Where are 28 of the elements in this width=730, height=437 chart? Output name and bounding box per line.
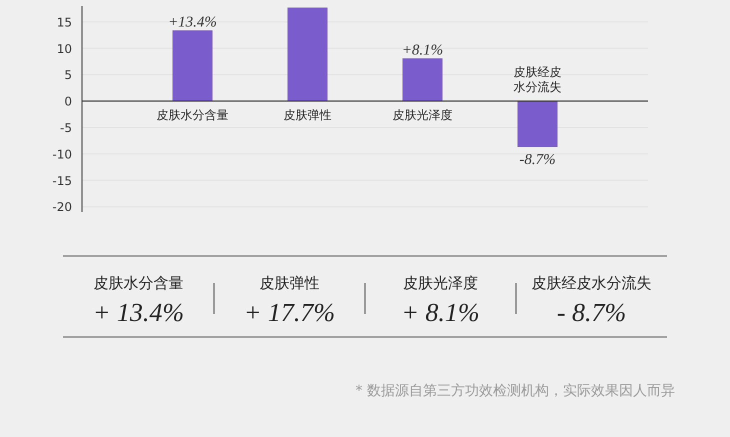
x-tick-label: 皮肤弹性 — [260, 274, 320, 292]
y-tick-label: 0 — [64, 94, 72, 109]
category-label: 皮肤水分含量 — [156, 108, 228, 122]
data-label: +8.1% — [402, 42, 444, 58]
bar — [288, 8, 328, 102]
bar — [172, 30, 212, 102]
x-tick-label: 皮肤经皮水分流失 — [532, 274, 652, 292]
category-label: 皮肤经皮水分流失 — [514, 65, 562, 94]
data-label: -8.7% — [519, 152, 556, 168]
text: - 8.7% — [556, 298, 626, 327]
x-tick-label: 皮肤光泽度 — [403, 274, 478, 292]
bar — [402, 58, 442, 102]
y-tick-label: -5 — [60, 120, 72, 135]
x-tick-label: 皮肤水分含量 — [94, 274, 184, 292]
y-tick-label: 10 — [56, 42, 72, 56]
y-tick-label: -20 — [52, 200, 72, 214]
text: * 数据源自第三方功效检测机构，实际效果因人而异 — [356, 383, 675, 399]
y-tick-label: 15 — [56, 15, 72, 30]
bar — [518, 101, 558, 148]
y-tick-label: -10 — [52, 147, 72, 162]
category-label: 皮肤光泽度 — [392, 108, 452, 122]
text: + 8.1% — [401, 298, 480, 327]
category-label: 皮肤弹性 — [284, 108, 332, 122]
y-tick-label: 5 — [64, 68, 72, 82]
data-label: +13.4% — [168, 14, 217, 30]
text: + 17.7% — [244, 298, 336, 327]
text: + 13.4% — [92, 298, 184, 327]
y-tick-label: -15 — [52, 174, 72, 188]
